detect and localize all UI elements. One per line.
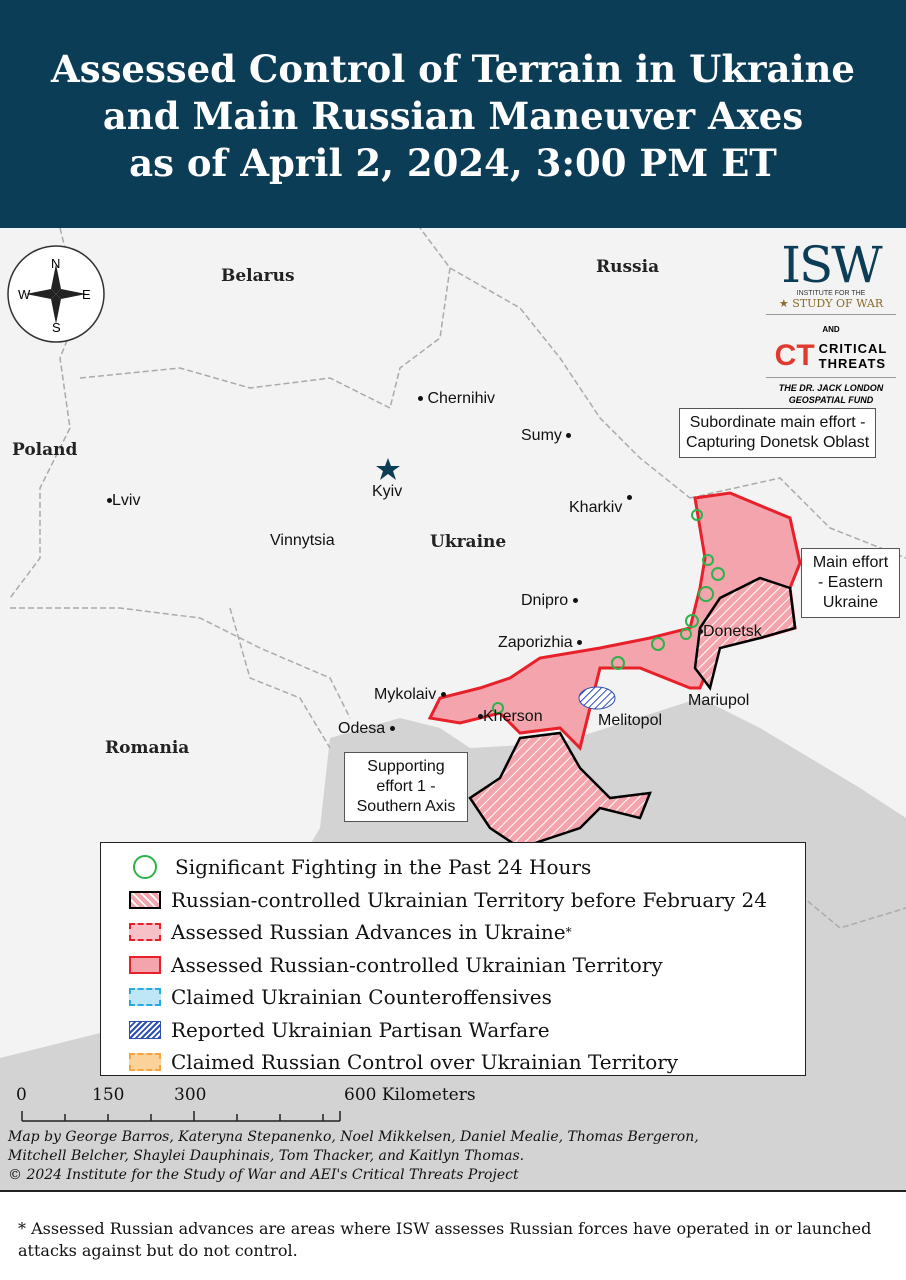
scale-bar	[21, 1111, 341, 1122]
credits-line: Map by George Barros, Kateryna Stepanenk…	[8, 1129, 699, 1145]
green-circle-icon	[133, 855, 157, 880]
kyiv-star-icon	[376, 458, 400, 480]
callout-main-effort: Main effort - Eastern Ukraine	[801, 548, 900, 618]
callout-line: Southern Axis	[356, 798, 456, 815]
label-ukraine: Ukraine	[430, 532, 507, 552]
logo-text: CRITICAL	[818, 341, 888, 356]
legend-item: Russian-controlled Ukrainian Territory b…	[129, 884, 805, 917]
callout-supporting-effort: Supporting effort 1 - Southern Axis	[344, 752, 468, 822]
hatched-black-icon	[129, 890, 161, 909]
ct-mark: CT	[774, 339, 815, 372]
callout-line: Ukraine	[822, 594, 879, 611]
scale-tick: 300	[174, 1085, 207, 1105]
callout-line: - Eastern	[818, 574, 883, 591]
compass-rose	[7, 245, 105, 343]
label-russia: Russia	[596, 257, 660, 277]
legend-item: Claimed Ukrainian Counteroffensives	[129, 981, 805, 1014]
legend: Significant Fighting in the Past 24 Hour…	[100, 842, 806, 1076]
city-chernihiv: Chernihiv	[418, 390, 495, 408]
city-vinnytsia: Vinnytsia	[270, 532, 335, 549]
city-lviv: Lviv	[107, 492, 140, 510]
compass-e: E	[82, 287, 91, 302]
legend-item: Reported Ukrainian Partisan Warfare	[129, 1014, 805, 1047]
city-odesa: Odesa	[338, 720, 395, 738]
callout-subordinate-effort: Subordinate main effort - Capturing Donet…	[679, 408, 877, 458]
callout-line: Subordinate main effort -	[689, 414, 866, 431]
title-line: as of April 2, 2024, 3:00 PM ET	[129, 141, 777, 185]
logo-text: THREATS	[818, 356, 887, 371]
scale-tick: 0	[16, 1085, 27, 1105]
map-title: Assessed Control of Terrain in Ukraine a…	[0, 0, 906, 228]
city-sumy: Sumy	[521, 427, 572, 445]
solid-red-icon	[129, 955, 161, 974]
city-zaporizhzhia: Zaporizhia	[498, 634, 583, 652]
legend-item: Assessed Russian-controlled Ukrainian Te…	[129, 949, 805, 982]
logo-text: ★ STUDY OF WAR	[778, 297, 884, 310]
logo-text: THE DR. JACK LONDON	[778, 383, 884, 393]
legend-item: Assessed Russian Advances in Ukraine *	[129, 916, 805, 949]
legend-item: Claimed Russian Control over Ukrainian T…	[129, 1046, 805, 1079]
fighting-markers	[492, 509, 725, 714]
callout-line: Supporting	[367, 758, 445, 775]
label-poland: Poland	[12, 440, 78, 460]
callout-line: Capturing Donetsk Oblast	[686, 434, 870, 451]
partisan-warfare-area	[578, 686, 616, 710]
legend-item: Significant Fighting in the Past 24 Hour…	[129, 851, 805, 884]
dashed-orange-icon	[129, 1053, 161, 1072]
scale-tick: 150	[92, 1085, 125, 1105]
city-mariupol: Mariupol	[688, 692, 750, 709]
footnote: * Assessed Russian advances are areas wh…	[0, 1190, 906, 1280]
map-area: N S E W Belarus Russia Poland Ukraine Ro…	[0, 228, 906, 1190]
label-belarus: Belarus	[221, 266, 295, 286]
city-kharkiv: Kharkiv	[569, 495, 632, 517]
city-mykolaiv: Mykolaiv	[374, 686, 446, 704]
compass-s: S	[52, 320, 61, 335]
scale-tick: 600 Kilometers	[344, 1085, 476, 1105]
credits: Map by George Barros, Kateryna Stepanenk…	[8, 1128, 699, 1185]
isw-ct-logo: ISW INSTITUTE FOR THE ★ STUDY OF WAR AND…	[766, 240, 896, 406]
ct-logo: CT CRITICAL THREATS	[766, 339, 896, 373]
city-kyiv: Kyiv	[372, 483, 403, 500]
dashed-blue-icon	[129, 988, 161, 1007]
city-dnipro: Dnipro	[521, 592, 578, 610]
borders	[9, 228, 906, 929]
logo-text: INSTITUTE FOR THE	[796, 290, 866, 297]
title-line: and Main Russian Maneuver Axes	[102, 94, 804, 138]
logo-text: GEOSPATIAL FUND	[788, 395, 874, 405]
dashed-red-icon	[129, 923, 161, 942]
city-kherson: Kherson	[478, 708, 543, 726]
crimea	[468, 731, 652, 850]
star-icon: ★	[778, 297, 789, 310]
callout-line: Main effort	[812, 554, 889, 571]
city-melitopol: Melitopol	[598, 712, 663, 729]
label-romania: Romania	[105, 738, 190, 758]
credits-line: © 2024 Institute for the Study of War an…	[8, 1167, 519, 1183]
isw-logo: ISW	[781, 236, 882, 294]
hatched-blue-icon	[129, 1020, 161, 1039]
compass-n: N	[51, 256, 61, 271]
title-line: Assessed Control of Terrain in Ukraine	[51, 47, 855, 91]
callout-line: effort 1 -	[376, 778, 436, 795]
donetsk-pre-feb24	[693, 576, 797, 691]
city-donetsk: Donetsk	[698, 623, 762, 641]
compass-w: W	[18, 287, 31, 302]
logo-text: AND	[818, 325, 844, 334]
credits-line: Mitchell Belcher, Shaylei Dauphinais, To…	[8, 1148, 525, 1164]
